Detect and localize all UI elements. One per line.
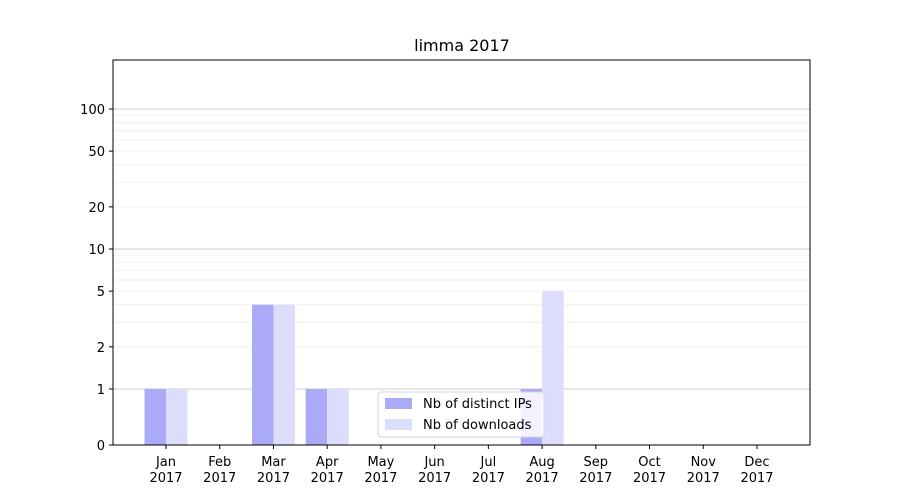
y-tick-label: 20 xyxy=(88,201,105,216)
x-tick-label-month: Apr xyxy=(316,455,339,470)
legend-label: Nb of distinct IPs xyxy=(423,397,532,412)
legend-swatch xyxy=(385,419,412,430)
legend-box xyxy=(377,391,545,438)
bar-distinct-ips-mar xyxy=(251,304,274,445)
y-axis-ticks: 0 1 2 5 10 20 50 100 xyxy=(80,103,113,454)
legend-label: Nb of downloads xyxy=(423,418,532,433)
x-tick-label-month: Dec xyxy=(744,455,769,470)
x-tick-label-month: Jan xyxy=(155,455,176,470)
y-tick-label: 1 xyxy=(97,383,105,398)
x-tick-label-year: 2017 xyxy=(257,471,290,486)
x-tick-label-month: Feb xyxy=(208,455,231,470)
legend-swatch xyxy=(385,398,412,409)
legend: Nb of distinct IPs Nb of downloads xyxy=(377,391,545,438)
y-tick-label: 50 xyxy=(88,145,105,160)
x-tick-label-month: May xyxy=(367,455,394,470)
x-tick-label-year: 2017 xyxy=(311,471,344,486)
x-tick-label-year: 2017 xyxy=(579,471,612,486)
x-tick-label-month: Jun xyxy=(423,455,444,470)
x-tick-label-year: 2017 xyxy=(418,471,451,486)
y-tick-label: 0 xyxy=(97,439,105,454)
x-axis-ticks: Jan2017Feb2017Mar2017Apr2017May2017Jun20… xyxy=(149,445,774,486)
grid-lines xyxy=(113,108,810,390)
x-tick-label-year: 2017 xyxy=(472,471,505,486)
x-tick-label-year: 2017 xyxy=(364,471,397,486)
y-tick-label: 100 xyxy=(80,103,105,118)
bar-distinct-ips-apr xyxy=(305,389,328,445)
x-tick-label-year: 2017 xyxy=(149,471,182,486)
y-tick-label: 10 xyxy=(88,243,105,258)
x-tick-label-month: Sep xyxy=(584,455,609,470)
x-tick-label-year: 2017 xyxy=(633,471,666,486)
bar-distinct-ips-jan xyxy=(144,389,166,445)
x-tick-label-month: Mar xyxy=(261,455,286,470)
chart-title: limma 2017 xyxy=(414,36,510,55)
bar-downloads-aug xyxy=(542,291,564,445)
x-tick-label-year: 2017 xyxy=(526,471,559,486)
bar-downloads-mar xyxy=(273,304,295,445)
y-tick-label: 5 xyxy=(97,285,105,300)
x-tick-label-month: Jul xyxy=(480,455,497,470)
x-tick-label-year: 2017 xyxy=(687,471,720,486)
x-tick-label-month: Oct xyxy=(638,455,660,470)
x-tick-label-year: 2017 xyxy=(203,471,236,486)
x-tick-label-month: Aug xyxy=(529,455,554,470)
x-tick-label-month: Nov xyxy=(691,455,717,470)
y-tick-label: 2 xyxy=(97,341,105,356)
x-tick-label-year: 2017 xyxy=(740,471,773,486)
bar-downloads-apr xyxy=(327,389,349,445)
bar-downloads-jan xyxy=(166,389,188,445)
plot-frame xyxy=(112,59,811,446)
